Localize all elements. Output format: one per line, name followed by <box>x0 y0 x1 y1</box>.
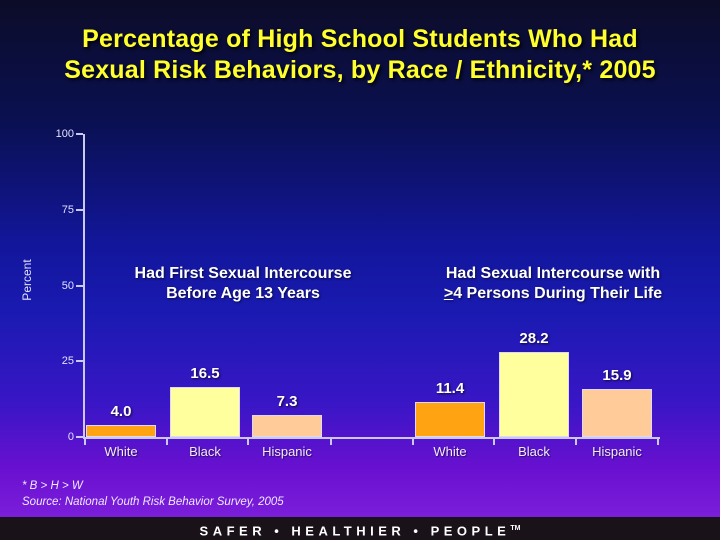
bottom-banner: SAFER • HEALTHIER • PEOPLETM <box>0 517 720 540</box>
x-axis-tick <box>575 439 577 445</box>
banner-trademark: TM <box>510 525 521 532</box>
bar <box>415 402 485 437</box>
title-line-1: Percentage of High School Students Who H… <box>82 25 638 53</box>
bar <box>252 415 322 437</box>
title-line-2: Sexual Risk Behaviors, by Race / Ethnici… <box>64 56 656 84</box>
x-axis-tick <box>493 439 495 445</box>
bar-value-label: 15.9 <box>602 367 632 384</box>
slide-title: Percentage of High School Students Who H… <box>0 24 720 86</box>
group-caption-right-line-2: >4 Persons During Their Life <box>408 284 698 304</box>
y-axis-line <box>83 134 85 439</box>
category-label: Black <box>189 444 221 459</box>
category-label: White <box>104 444 138 459</box>
bar-value-label: 11.4 <box>435 380 465 397</box>
group-caption-right-rest: 4 Persons During Their Life <box>453 285 663 302</box>
y-axis-tick <box>76 133 83 135</box>
y-tick-label: 50 <box>61 279 74 292</box>
y-axis-tick <box>76 284 83 287</box>
group-caption-left-line-1: Had First Sexual Intercourse <box>134 265 352 282</box>
y-tick-label: 75 <box>61 203 74 216</box>
banner-tagline: SAFER • HEALTHIER • PEOPLE <box>199 523 511 539</box>
group-caption-right: Had Sexual Intercourse with >4 Persons D… <box>408 264 698 304</box>
x-axis-tick <box>330 439 332 445</box>
y-axis-tick <box>76 360 83 363</box>
bar-value-label: 7.3 <box>276 393 298 410</box>
x-axis-tick <box>247 439 249 445</box>
category-label: Hispanic <box>592 444 642 459</box>
x-axis-tick <box>84 439 86 445</box>
bar-value-label: 4.0 <box>110 403 132 420</box>
footnote-source: Source: National Youth Risk Behavior Sur… <box>22 496 284 508</box>
y-axis-tick <box>76 436 83 438</box>
group-caption-left-rest: Before Age 13 Years <box>166 285 320 302</box>
y-axis-tick <box>76 208 83 211</box>
x-axis-tick <box>657 439 659 445</box>
bar <box>170 387 240 437</box>
bar <box>499 352 569 437</box>
greater-equal-symbol: > <box>443 285 454 302</box>
bar-value-label: 16.5 <box>190 365 220 382</box>
category-label: White <box>433 444 467 459</box>
footnote-significance: * B > H > W <box>22 480 83 492</box>
category-label: Hispanic <box>262 444 312 459</box>
y-tick-label: 0 <box>67 431 74 443</box>
x-axis-tick <box>166 439 168 445</box>
group-caption-right-line-1: Had Sexual Intercourse with <box>445 265 661 282</box>
group-caption-left-line-2: Before Age 13 Years <box>98 284 388 304</box>
category-label: Black <box>518 444 550 459</box>
bar-value-label: 28.2 <box>519 330 549 347</box>
x-axis-tick <box>412 439 414 445</box>
group-caption-left: Had First Sexual Intercourse Before Age … <box>98 264 388 304</box>
y-tick-label: 100 <box>55 128 74 140</box>
bar <box>86 425 156 437</box>
x-axis-line <box>84 437 660 439</box>
bar <box>582 389 652 437</box>
y-tick-label: 25 <box>61 355 74 368</box>
